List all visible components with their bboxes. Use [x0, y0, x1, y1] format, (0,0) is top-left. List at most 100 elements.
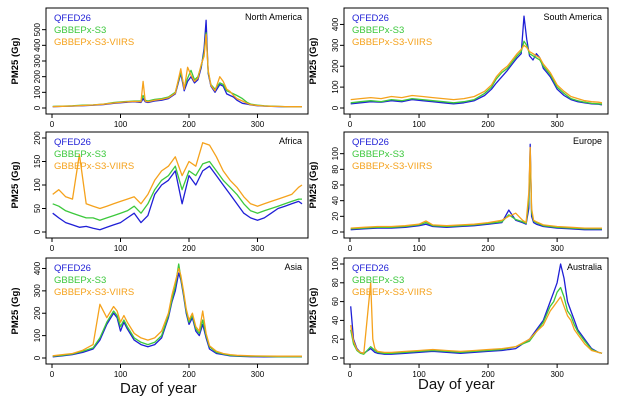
x-tick-label: 200: [182, 120, 196, 129]
legend-entry-qfed26: QFED26: [352, 263, 389, 274]
panel-south-america: 0 100 200 300 0 100 200 300 400 PM25 (Gg) South Am…: [308, 7, 609, 129]
y-tick-label: 400: [331, 17, 340, 31]
y-tick-label: 100: [331, 146, 340, 160]
legend-entry-gbbepx-s3-viirs: GBBEPx-S3-VIIRS: [54, 161, 134, 172]
series-line-qfed26: [350, 15, 603, 106]
y-tick-label: 100: [331, 80, 340, 94]
legend-entry-qfed26: QFED26: [352, 13, 389, 24]
legend-entry-gbbepx-s3-viirs: GBBEPx-S3-VIIRS: [54, 287, 134, 298]
y-tick-label: 80: [331, 278, 340, 287]
x-tick-label: 0: [348, 370, 353, 379]
legend-entry-gbbepx-s3: GBBEPx-S3: [352, 25, 404, 36]
y-tick-label: 200: [33, 131, 42, 145]
common-x-axis-label-right: Day of year: [418, 376, 495, 393]
x-tick-label: 0: [50, 370, 55, 379]
legend-entry-gbbepx-s3: GBBEPx-S3: [54, 149, 106, 160]
x-tick-label: 100: [412, 244, 426, 253]
y-tick-label: 80: [331, 164, 340, 173]
x-tick-label: 300: [251, 120, 265, 129]
y-axis-label: PM25 (Gg): [10, 162, 21, 209]
x-tick-label: 200: [182, 244, 196, 253]
y-tick-label: 150: [33, 154, 42, 168]
y-tick-label: 0: [33, 355, 42, 360]
panel-title: Africa: [279, 136, 302, 146]
y-tick-label: 60: [331, 180, 340, 189]
y-tick-label: 0: [331, 355, 340, 360]
y-tick-label: 200: [331, 59, 340, 73]
panel-asia: 0 100 200 300 0 100 200 300 400 PM25 (Gg) Asia QFED…: [10, 257, 309, 379]
plot-frame: [343, 7, 609, 115]
panel-europe: 0 100 200 300 0 20 40 60 80 100 PM25 (Gg) Europe QFE…: [308, 131, 609, 253]
x-tick-label: 0: [348, 244, 353, 253]
y-tick-label: 100: [33, 85, 42, 99]
legend-entry-gbbepx-s3: GBBEPx-S3: [352, 275, 404, 286]
series-line-gbbepx-s3: [350, 286, 603, 355]
series-line-gbbepx-s3: [350, 153, 602, 230]
y-tick-label: 0: [331, 105, 340, 110]
panel-title: Europe: [573, 136, 602, 146]
panel-title: Australia: [567, 262, 602, 272]
x-tick-label: 300: [251, 370, 265, 379]
y-tick-label: 40: [331, 196, 340, 205]
panel-title: North America: [245, 12, 302, 22]
x-tick-label: 300: [550, 244, 564, 253]
y-axis-label: PM25 (Gg): [10, 38, 21, 85]
x-tick-label: 100: [114, 244, 128, 253]
y-tick-label: 300: [33, 54, 42, 68]
legend-entry-qfed26: QFED26: [352, 137, 389, 148]
y-tick-label: 300: [331, 38, 340, 52]
y-axis-label: PM25 (Gg): [308, 162, 319, 209]
series-line-gbbepx-s3: [52, 160, 302, 221]
y-tick-label: 400: [33, 261, 42, 275]
y-tick-label: 200: [33, 69, 42, 83]
y-tick-label: 50: [33, 204, 42, 213]
y-tick-label: 200: [33, 306, 42, 320]
x-tick-label: 200: [481, 370, 495, 379]
x-tick-label: 100: [412, 120, 426, 129]
series-line-gbbepx-s3-viirs: [350, 44, 603, 104]
y-axis-label: PM25 (Gg): [308, 38, 319, 85]
y-axis-label: PM25 (Gg): [308, 288, 319, 335]
legend-entry-gbbepx-s3-viirs: GBBEPx-S3-VIIRS: [352, 37, 432, 48]
x-tick-label: 300: [550, 120, 564, 129]
x-tick-label: 0: [50, 244, 55, 253]
plot-frame: [45, 257, 309, 365]
x-tick-label: 0: [50, 120, 55, 129]
y-axis-label: PM25 (Gg): [10, 288, 21, 335]
panel-title: Asia: [284, 262, 302, 272]
y-tick-label: 20: [331, 211, 340, 220]
legend-entry-qfed26: QFED26: [54, 13, 91, 24]
y-tick-label: 40: [331, 315, 340, 324]
common-x-axis-label-left: Day of year: [120, 380, 197, 397]
series-line-gbbepx-s3-viirs: [350, 282, 603, 354]
legend-entry-gbbepx-s3: GBBEPx-S3: [352, 149, 404, 160]
y-tick-label: 100: [331, 257, 340, 271]
legend-entry-gbbepx-s3-viirs: GBBEPx-S3-VIIRS: [54, 37, 134, 48]
x-tick-label: 100: [114, 120, 128, 129]
x-tick-label: 200: [481, 120, 495, 129]
plot-frame: [343, 257, 609, 365]
legend-entry-gbbepx-s3-viirs: GBBEPx-S3-VIIRS: [352, 287, 432, 298]
y-tick-label: 0: [331, 229, 340, 234]
legend-entry-gbbepx-s3: GBBEPx-S3: [54, 25, 106, 36]
x-tick-label: 200: [481, 244, 495, 253]
y-tick-label: 60: [331, 297, 340, 306]
y-tick-label: 20: [331, 334, 340, 343]
x-tick-label: 100: [114, 370, 128, 379]
series-line-gbbepx-s3: [350, 40, 603, 105]
y-tick-label: 500: [33, 22, 42, 36]
y-tick-label: 100: [33, 178, 42, 192]
legend-entry-gbbepx-s3-viirs: GBBEPx-S3-VIIRS: [352, 161, 432, 172]
series-line-qfed26: [52, 165, 303, 231]
panel-title: South America: [543, 12, 602, 22]
series-line-gbbepx-s3-viirs: [52, 33, 302, 108]
x-tick-label: 100: [412, 370, 426, 379]
y-tick-label: 0: [33, 105, 42, 110]
x-tick-label: 300: [550, 370, 564, 379]
x-tick-label: 300: [251, 244, 265, 253]
series-line-qfed26: [350, 263, 603, 355]
legend-entry-qfed26: QFED26: [54, 263, 91, 274]
panel-australia: 0 100 200 300 0 20 40 60 80 100 PM25 (Gg) Australia…: [308, 257, 609, 379]
